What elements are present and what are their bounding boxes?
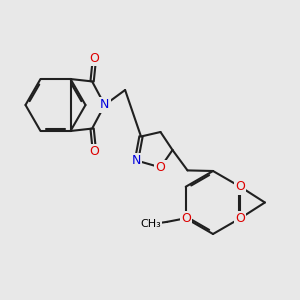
Text: O: O [235, 212, 245, 225]
Text: O: O [90, 52, 99, 64]
Text: CH₃: CH₃ [140, 219, 161, 229]
Text: O: O [90, 146, 99, 158]
Text: N: N [132, 154, 141, 167]
Text: N: N [100, 98, 110, 112]
Text: O: O [181, 212, 191, 225]
Text: O: O [235, 180, 245, 193]
Text: O: O [156, 161, 165, 174]
